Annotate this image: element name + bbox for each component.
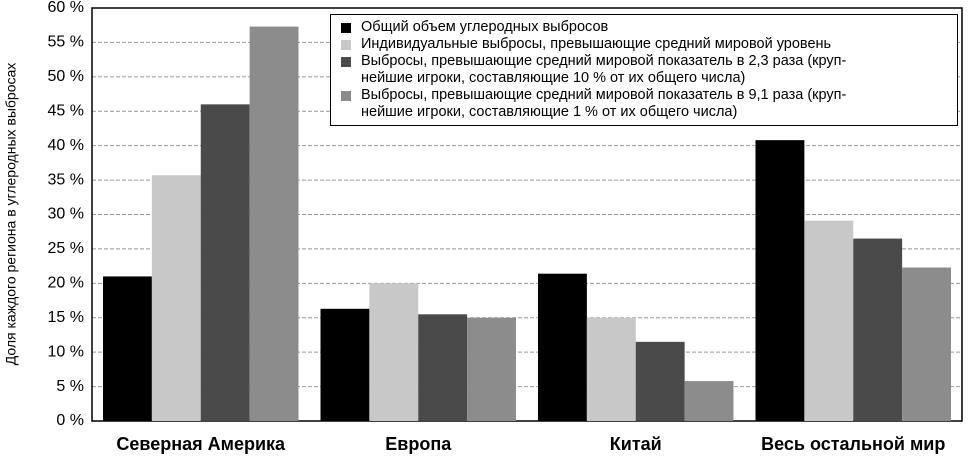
y-tick-label: 20 % — [48, 275, 84, 292]
bar — [467, 317, 516, 421]
y-tick-label: 25 % — [48, 240, 84, 257]
bar — [853, 238, 903, 421]
legend: Общий объем углеродных выбросов Индивидуа… — [330, 14, 958, 126]
y-tick-label: 40 % — [48, 137, 84, 154]
x-tick-label: Европа — [385, 434, 452, 454]
legend-label: Выбросы, превышающие средний мировой пок… — [361, 87, 847, 120]
legend-item: Индивидуальные выбросы, превышающие сред… — [337, 36, 951, 53]
legend-label: Выбросы, превышающие средний мировой пок… — [361, 53, 847, 86]
legend-swatch — [341, 40, 351, 50]
y-tick-label: 15 % — [48, 309, 84, 326]
x-tick-label: Северная Америка — [116, 434, 286, 454]
bar — [369, 283, 419, 421]
bar — [684, 381, 734, 421]
y-tick-label: 50 % — [48, 68, 84, 85]
x-tick-label: Весь остальной мир — [761, 434, 945, 454]
bar — [249, 26, 299, 422]
legend-item: Выбросы, превышающие средний мировой пок… — [337, 87, 951, 121]
y-tick-label: 5 % — [56, 378, 84, 395]
bar — [755, 140, 805, 421]
y-tick-label: 30 % — [48, 206, 84, 223]
bar — [151, 175, 201, 421]
bar — [320, 308, 370, 421]
legend-swatch — [341, 57, 351, 67]
y-axis-label: Доля каждого региона в углеродных выброс… — [3, 63, 19, 366]
bar — [902, 267, 951, 421]
bar — [804, 220, 854, 421]
legend-swatch — [341, 23, 351, 33]
legend-label: Индивидуальные выбросы, превышающие сред… — [361, 36, 832, 52]
bar — [635, 341, 685, 421]
y-tick-label: 10 % — [48, 343, 84, 360]
legend-swatch — [341, 91, 351, 101]
plot-frame — [91, 7, 963, 422]
bar — [586, 317, 636, 421]
legend-item: Выбросы, превышающие средний мировой пок… — [337, 53, 951, 87]
bar — [538, 273, 587, 421]
legend-label: Общий объем углеродных выбросов — [361, 19, 609, 35]
bar — [200, 104, 250, 421]
legend-item: Общий объем углеродных выбросов — [337, 19, 951, 36]
y-tick-label: 55 % — [48, 34, 84, 51]
bar — [103, 276, 152, 421]
y-tick-label: 0 % — [56, 412, 84, 429]
x-tick-label: Китай — [610, 434, 662, 454]
y-tick-label: 35 % — [48, 171, 84, 188]
y-tick-label: 45 % — [48, 102, 84, 119]
bar — [418, 314, 468, 421]
y-tick-label: 60 % — [48, 0, 84, 16]
